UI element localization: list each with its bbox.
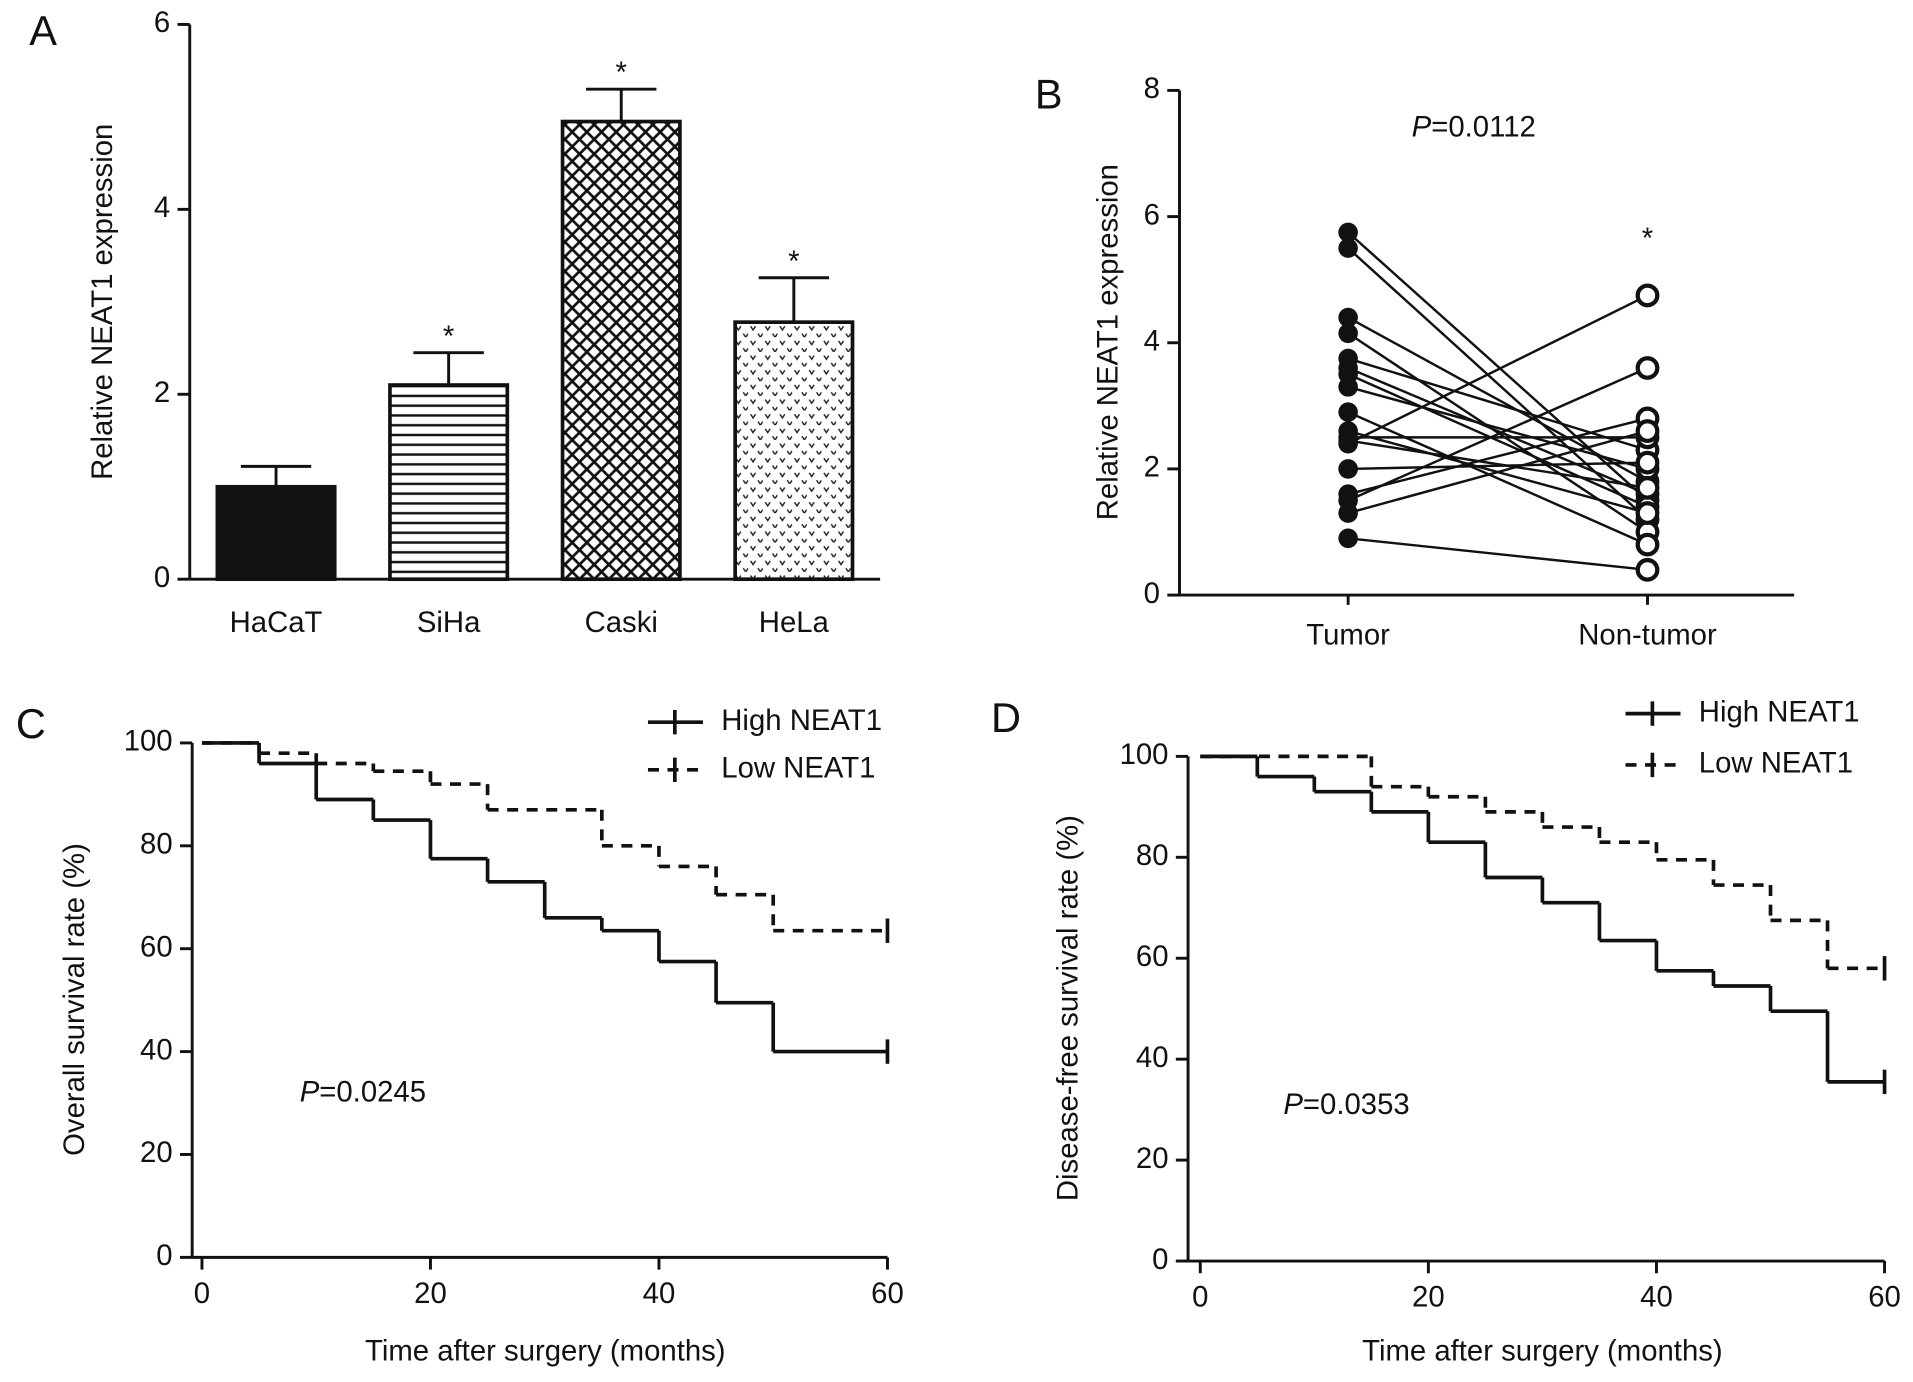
non-tumor-point [1635,356,1660,380]
y-tick-label: 80 [1136,839,1169,872]
non-tumor-point [1635,450,1660,475]
non-tumor-point [1635,419,1660,443]
tumor-point [1338,307,1358,328]
y-tick-label: 20 [140,1136,173,1169]
y-tick-label: 4 [154,191,170,224]
pair-line [1347,366,1648,496]
x-axis-label: Time after surgery (months) [365,1334,726,1367]
pair-line [1347,537,1648,572]
tumor-point [1338,323,1358,344]
y-tick-label: 0 [1152,1243,1168,1276]
y-tick-label: 80 [140,828,173,861]
y-tick-label: 8 [1144,72,1160,105]
x-tick-label: 40 [643,1277,676,1310]
bar [388,383,510,582]
p-symbol: P [1283,1088,1303,1121]
y-tick-label: 4 [1144,325,1160,358]
x-tick-label: HaCaT [230,606,323,639]
significance: * [443,320,454,353]
y-tick-label: 6 [1144,198,1160,231]
x-tick-label: 20 [414,1277,447,1310]
pair-line [1347,417,1648,496]
non-tumor-point [1635,557,1660,582]
bar [733,320,855,582]
x-tick-label: Non-tumor [1578,618,1717,651]
pair-line [1347,411,1648,546]
y-tick-label: 40 [140,1033,173,1066]
x-tick-label: 20 [1412,1281,1445,1314]
y-tick-label: 6 [154,6,170,39]
legend-label: Low NEAT1 [1699,747,1853,780]
y-tick-label: 0 [156,1239,172,1272]
p-symbol: P [1412,110,1432,143]
pair-line [1347,366,1648,502]
p-value: P=0.0245 [300,1075,426,1108]
y-tick-label: 0 [1144,577,1160,610]
non-tumor-point [1635,475,1660,500]
panel-label: A [29,7,57,54]
significance: * [616,56,627,89]
tumor-point [1338,222,1358,243]
y-axis-label: Relative NEAT1 expression [1092,164,1125,520]
pair-line [1347,294,1649,445]
pair-line [1347,429,1648,515]
p-number: =0.0112 [1431,110,1536,143]
y-tick-label: 2 [1144,451,1160,484]
p-symbol: P [300,1075,320,1108]
bar [215,484,337,582]
legend-label: High NEAT1 [1699,695,1860,728]
y-axis-label: Relative NEAT1 expression [86,124,119,480]
non-tumor-point [1635,283,1660,308]
y-tick-label: 60 [1136,940,1169,973]
pair-line [1348,461,1648,471]
x-tick-label: 60 [871,1277,904,1310]
tumor-point [1338,459,1358,479]
non-tumor-point [1635,532,1660,557]
panel-label: D [991,694,1021,741]
y-tick-label: 100 [1120,738,1169,771]
p-value: P=0.0353 [1283,1088,1409,1121]
pair-line [1347,357,1648,452]
legend-label: High NEAT1 [721,704,882,737]
pair-line [1347,439,1648,490]
x-tick-label: 0 [194,1277,210,1310]
x-axis-label: Time after surgery (months) [1362,1334,1723,1367]
pair-line [1347,373,1648,508]
panel-label: B [1035,71,1063,118]
pair-line [1347,385,1648,471]
x-tick-label: Tumor [1306,618,1390,651]
x-tick-label: 60 [1868,1281,1901,1314]
bar [560,119,682,582]
pair-line [1347,231,1649,502]
y-tick-label: 0 [154,561,170,594]
p-number: =0.0353 [1303,1088,1410,1121]
panel-label: C [16,700,46,747]
x-tick-label: Caski [585,606,658,639]
non-tumor-point [1635,501,1660,525]
y-tick-label: 60 [140,930,173,963]
p-number: =0.0245 [319,1075,426,1108]
y-tick-label: 40 [1136,1041,1169,1074]
tumor-point [1338,503,1358,523]
y-tick-label: 20 [1136,1142,1169,1175]
tumor-point [1338,528,1358,549]
tumor-point [1338,238,1358,258]
legend-label: Low NEAT1 [721,752,875,785]
significance: * [1642,222,1653,255]
p-value: P=0.0112 [1412,110,1536,143]
tumor-point [1338,377,1358,397]
tumor-point [1338,402,1358,422]
x-tick-label: SiHa [417,606,481,639]
tumor-point [1338,433,1358,454]
y-tick-label: 100 [124,725,173,758]
x-tick-label: 0 [1192,1281,1208,1314]
x-tick-label: HeLa [759,606,830,639]
x-tick-label: 40 [1640,1281,1673,1314]
y-tick-label: 2 [154,376,170,409]
y-axis-label: Overall survival rate (%) [58,843,91,1156]
significance: * [788,245,799,278]
y-axis-label: Disease-free survival rate (%) [1051,815,1084,1201]
